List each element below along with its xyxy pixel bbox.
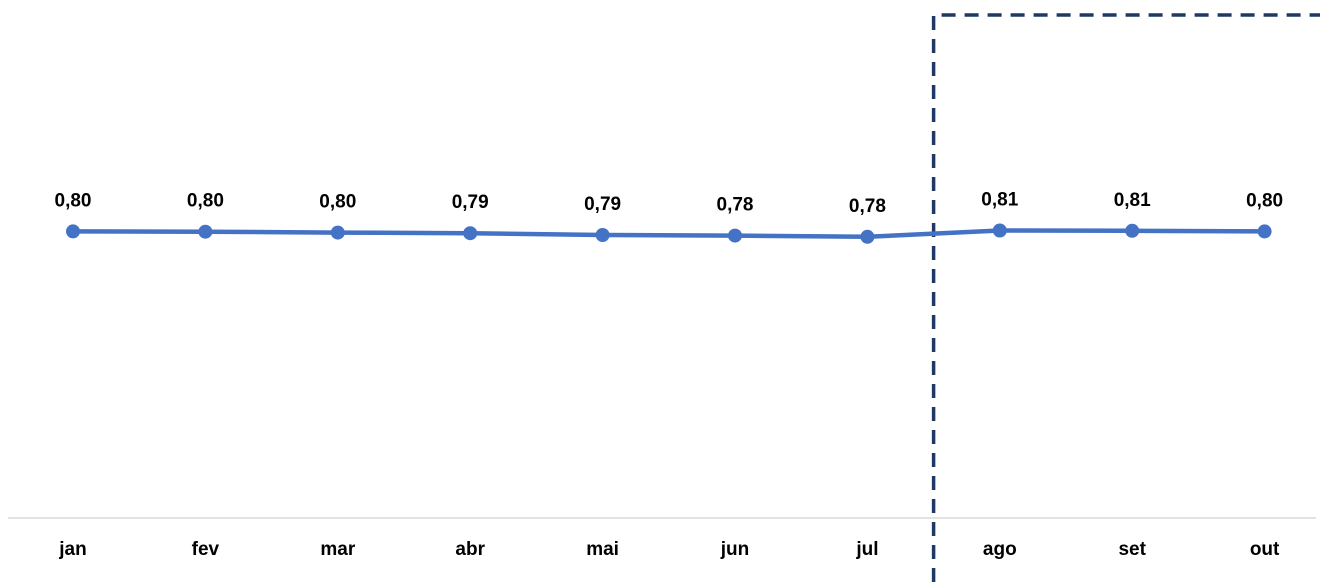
series-line <box>72 228 1265 240</box>
x-tick-label-ago: ago <box>983 539 1017 560</box>
data-label-jan: 0,80 <box>55 190 92 211</box>
data-point-mai <box>595 228 610 242</box>
data-point-out <box>1257 224 1272 239</box>
data-label-set: 0,81 <box>1114 190 1151 211</box>
data-point-mar <box>330 225 345 240</box>
x-tick-label-jan: jan <box>58 539 86 560</box>
x-tick-label-abr: abr <box>455 539 485 560</box>
data-point-ago <box>992 223 1007 238</box>
x-tick-label-jun: jun <box>720 539 750 560</box>
data-point-jul <box>860 229 875 244</box>
data-point-set <box>1125 223 1140 238</box>
x-tick-label-out: out <box>1250 539 1280 560</box>
data-label-mai: 0,79 <box>584 194 621 215</box>
highlight-box <box>931 13 1320 582</box>
data-label-fev: 0,80 <box>187 191 224 212</box>
data-point-abr <box>463 226 478 241</box>
data-label-out: 0,80 <box>1246 190 1283 211</box>
data-label-jun: 0,78 <box>717 195 754 216</box>
data-point-jan <box>66 224 80 239</box>
data-point-fev <box>198 224 213 239</box>
x-tick-label-fev: fev <box>192 539 220 560</box>
x-tick-label-set: set <box>1118 539 1146 560</box>
x-tick-label-mar: mar <box>320 539 355 560</box>
x-tick-label-mai: mai <box>586 539 619 560</box>
data-label-mar: 0,80 <box>319 192 356 213</box>
data-label-jul: 0,78 <box>849 196 886 217</box>
data-label-abr: 0,79 <box>452 192 489 213</box>
data-point-jun <box>728 228 742 243</box>
x-tick-label-jul: jul <box>855 539 878 560</box>
data-label-ago: 0,81 <box>981 190 1018 211</box>
